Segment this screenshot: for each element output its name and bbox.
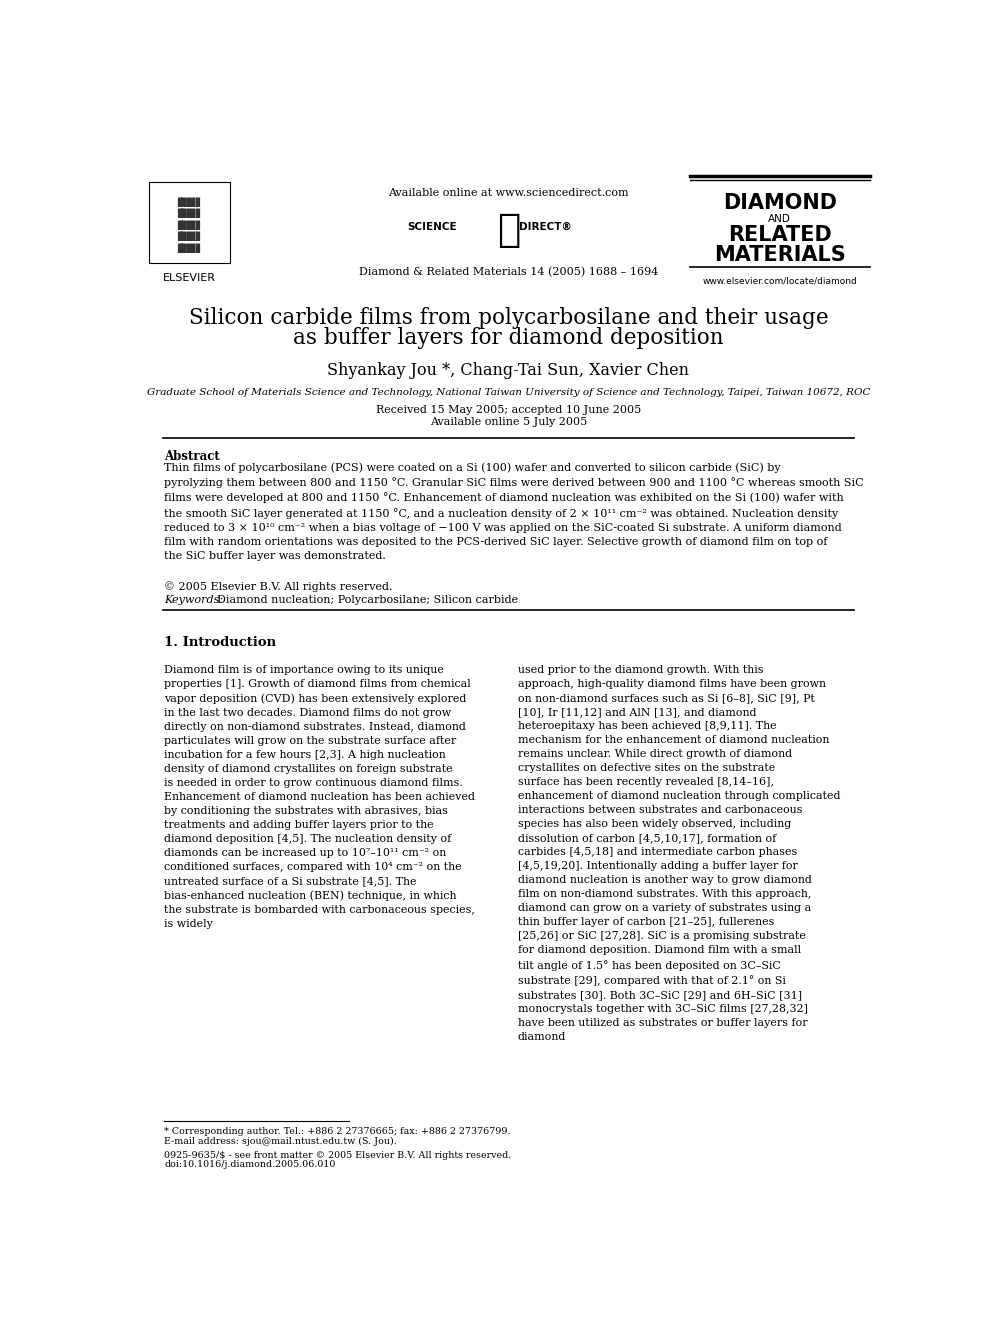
Text: doi:10.1016/j.diamond.2005.06.010: doi:10.1016/j.diamond.2005.06.010 bbox=[165, 1160, 335, 1168]
Text: E-mail address: sjou@mail.ntust.edu.tw (S. Jou).: E-mail address: sjou@mail.ntust.edu.tw (… bbox=[165, 1136, 397, 1146]
Text: DIRECT®: DIRECT® bbox=[519, 222, 572, 232]
Text: ELSEVIER: ELSEVIER bbox=[163, 273, 215, 283]
Bar bbox=[149, 181, 230, 263]
Text: █████: █████ bbox=[178, 197, 200, 206]
Text: DIAMOND: DIAMOND bbox=[722, 193, 836, 213]
Text: used prior to the diamond growth. With this
approach, high-quality diamond films: used prior to the diamond growth. With t… bbox=[518, 665, 840, 1043]
Text: Silicon carbide films from polycarbosilane and their usage: Silicon carbide films from polycarbosila… bbox=[188, 307, 828, 328]
Text: Available online 5 July 2005: Available online 5 July 2005 bbox=[430, 418, 587, 427]
Text: Shyankay Jou *, Chang-Tai Sun, Xavier Chen: Shyankay Jou *, Chang-Tai Sun, Xavier Ch… bbox=[327, 363, 689, 380]
Text: █████: █████ bbox=[178, 232, 200, 241]
Text: Thin films of polycarbosilane (PCS) were coated on a Si (100) wafer and converte: Thin films of polycarbosilane (PCS) were… bbox=[165, 462, 864, 561]
Text: 1. Introduction: 1. Introduction bbox=[165, 636, 277, 650]
Text: 0925-9635/$ - see front matter © 2005 Elsevier B.V. All rights reserved.: 0925-9635/$ - see front matter © 2005 El… bbox=[165, 1151, 512, 1159]
Text: ⓐ: ⓐ bbox=[497, 212, 520, 249]
Text: © 2005 Elsevier B.V. All rights reserved.: © 2005 Elsevier B.V. All rights reserved… bbox=[165, 581, 393, 591]
Text: SCIENCE: SCIENCE bbox=[408, 222, 457, 232]
Text: █████: █████ bbox=[178, 243, 200, 253]
Text: █████: █████ bbox=[178, 209, 200, 218]
Text: Diamond nucleation; Polycarbosilane; Silicon carbide: Diamond nucleation; Polycarbosilane; Sil… bbox=[217, 594, 518, 605]
Text: AND: AND bbox=[768, 214, 791, 224]
Text: Available online at www.sciencedirect.com: Available online at www.sciencedirect.co… bbox=[388, 188, 629, 198]
Text: MATERIALS: MATERIALS bbox=[714, 245, 845, 265]
Text: as buffer layers for diamond deposition: as buffer layers for diamond deposition bbox=[293, 327, 724, 349]
Text: █████: █████ bbox=[178, 221, 200, 230]
Text: RELATED: RELATED bbox=[728, 225, 831, 245]
Text: Keywords:: Keywords: bbox=[165, 594, 227, 605]
Text: Abstract: Abstract bbox=[165, 450, 220, 463]
Text: Graduate School of Materials Science and Technology, National Taiwan University : Graduate School of Materials Science and… bbox=[147, 388, 870, 397]
Text: Received 15 May 2005; accepted 10 June 2005: Received 15 May 2005; accepted 10 June 2… bbox=[376, 405, 641, 415]
Text: www.elsevier.com/locate/diamond: www.elsevier.com/locate/diamond bbox=[702, 277, 857, 286]
Text: * Corresponding author. Tel.: +886 2 27376665; fax: +886 2 27376799.: * Corresponding author. Tel.: +886 2 273… bbox=[165, 1127, 511, 1136]
Text: Diamond film is of importance owing to its unique
properties [1]. Growth of diam: Diamond film is of importance owing to i… bbox=[165, 665, 475, 929]
Text: Diamond & Related Materials 14 (2005) 1688 – 1694: Diamond & Related Materials 14 (2005) 16… bbox=[359, 266, 658, 277]
